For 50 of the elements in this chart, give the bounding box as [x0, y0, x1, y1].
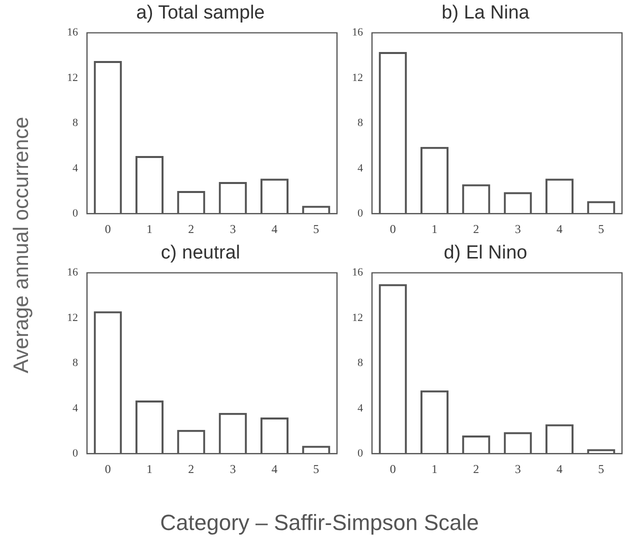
x-tick-label: 5: [598, 222, 604, 236]
x-tick-label: 4: [272, 462, 278, 476]
y-tick-label: 8: [72, 357, 78, 370]
x-tick-label: 5: [598, 462, 604, 476]
x-tick-label: 0: [390, 222, 396, 236]
y-tick-label: 12: [67, 72, 78, 84]
chart-title: b) La Nina: [442, 2, 530, 24]
x-tick-label: 3: [230, 222, 236, 236]
y-tick-label: 16: [67, 266, 78, 279]
x-tick-label: 2: [473, 462, 480, 476]
x-tick-label: 0: [104, 222, 111, 236]
x-tick-label: 3: [230, 462, 236, 476]
x-tick-label: 2: [473, 222, 480, 236]
y-tick-label: 16: [352, 266, 364, 279]
x-tick-label: 1: [432, 222, 438, 236]
y-tick-label: 0: [72, 207, 78, 220]
x-tick-label: 4: [272, 222, 278, 236]
x-tick-label: 0: [104, 462, 111, 476]
x-tick-label: 0: [390, 462, 396, 476]
x-tick-label: 1: [146, 462, 152, 476]
y-tick-label: 0: [72, 447, 78, 460]
x-tick-label: 3: [514, 222, 521, 236]
y-tick-label: 0: [358, 447, 364, 460]
y-tick-label: 8: [72, 117, 78, 130]
x-tick-label: 5: [313, 462, 320, 476]
y-tick-label: 4: [358, 162, 364, 174]
y-tick-label: 12: [352, 312, 363, 324]
x-tick-label: 2: [188, 462, 194, 476]
y-tick-label: 8: [358, 357, 364, 370]
y-tick-label: 4: [358, 402, 364, 414]
chart-title: c) neutral: [160, 242, 240, 264]
y-tick-label: 12: [67, 312, 78, 324]
y-tick-label: 4: [72, 162, 78, 174]
x-tick-label: 1: [432, 462, 438, 476]
y-tick-label: 0: [358, 207, 364, 220]
x-tick-label: 2: [188, 222, 194, 236]
y-tick-label: 12: [352, 72, 363, 84]
y-axis-title: Average annual occurrence: [10, 116, 34, 374]
y-tick-label: 16: [67, 26, 78, 39]
x-tick-label: 5: [313, 222, 320, 236]
y-tick-label: 8: [358, 117, 364, 130]
x-tick-label: 4: [556, 222, 562, 236]
chart-title: d) El Nino: [444, 242, 528, 264]
y-tick-label: 4: [72, 402, 78, 414]
x-tick-label: 4: [556, 462, 562, 476]
x-tick-label: 1: [146, 222, 152, 236]
x-tick-label: 3: [514, 462, 521, 476]
x-axis-title: Category – Saffir-Simpson Scale: [159, 510, 480, 536]
chart-title: a) Total sample: [136, 2, 265, 24]
y-tick-label: 16: [352, 26, 364, 39]
